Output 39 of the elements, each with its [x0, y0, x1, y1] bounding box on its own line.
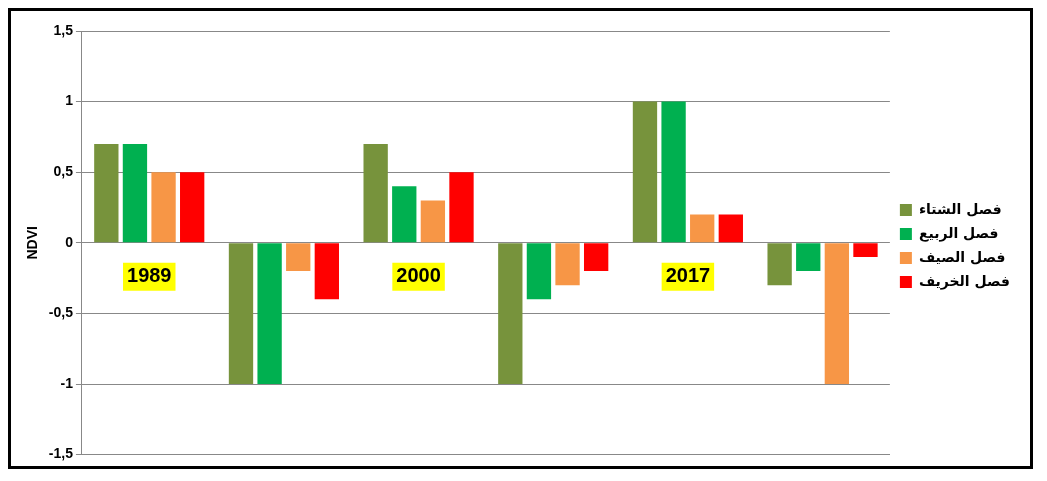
x-tick-label: 2017 — [665, 264, 711, 287]
x-tick-label: 1989 — [127, 264, 172, 287]
bar — [718, 214, 743, 243]
bar — [449, 172, 474, 243]
y-tick-label: -1 — [60, 374, 74, 391]
bar — [824, 243, 850, 384]
bar — [526, 243, 552, 300]
y-tick-label: -1,5 — [48, 445, 74, 462]
x-tick-label: 2000 — [396, 264, 441, 287]
bar — [286, 243, 311, 272]
y-tick-label: -0,5 — [48, 304, 74, 321]
legend-label: فصل الربيع — [918, 224, 999, 242]
y-tick-label: 1,5 — [53, 21, 74, 38]
y-tick-label: 0,5 — [53, 163, 74, 180]
bar — [180, 172, 205, 243]
bar — [151, 172, 176, 243]
bar — [632, 101, 658, 243]
bar — [767, 243, 792, 286]
bar — [94, 143, 119, 243]
y-tick-label: 1 — [65, 92, 74, 109]
bar — [796, 243, 821, 272]
legend-label: فصل الصيف — [918, 248, 1006, 265]
bar — [314, 243, 339, 300]
legend-label: فصل الشتاء — [918, 200, 1002, 217]
bar — [228, 243, 254, 384]
legend-label: فصل الخريف — [918, 272, 1011, 290]
y-axis-title: NDVI — [24, 226, 41, 260]
y-tick-label: 0 — [65, 233, 74, 250]
bar — [363, 143, 388, 243]
bar — [584, 243, 609, 272]
bar — [853, 243, 878, 257]
bar — [690, 214, 715, 243]
bar — [257, 243, 282, 384]
bar — [392, 186, 417, 243]
bar — [661, 101, 686, 243]
bar — [122, 143, 148, 243]
bar — [498, 243, 523, 384]
bar — [420, 200, 446, 243]
bar — [555, 243, 580, 286]
